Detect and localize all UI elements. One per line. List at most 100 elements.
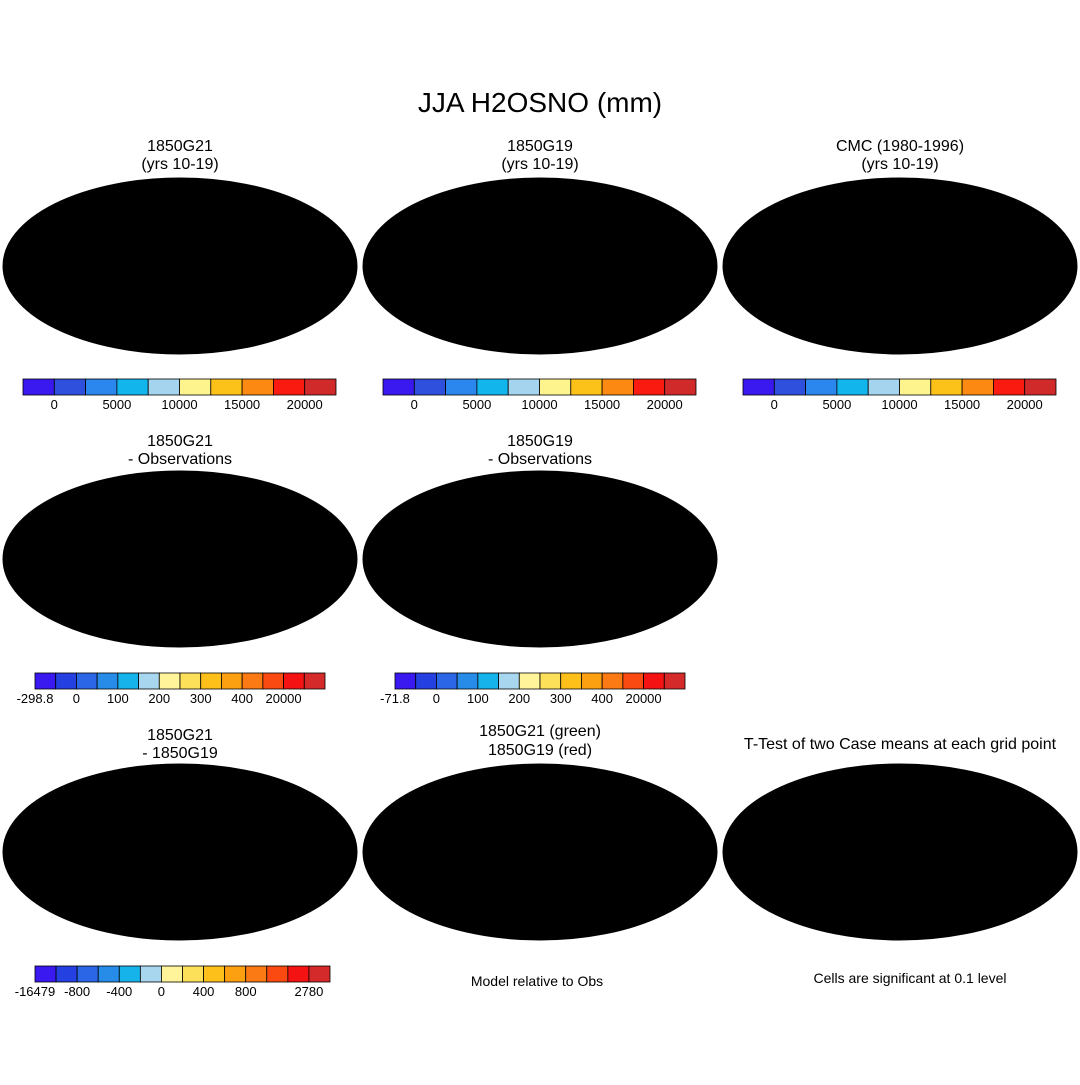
coastline — [377, 482, 712, 647]
colorbar-tick-label: 0 — [158, 984, 165, 999]
colorbar-tick-label: 300 — [550, 691, 572, 706]
colorbar-tick-label: 100 — [467, 691, 489, 706]
panel-1850G19-title-line2: (yrs 10-19) — [501, 156, 578, 173]
colorbar-swatch — [179, 672, 202, 690]
colorbar-swatch — [262, 672, 284, 690]
colorbar-swatch — [601, 672, 624, 690]
colorbar-swatch — [118, 965, 141, 983]
colorbar-swatch — [116, 378, 149, 396]
colorbar-swatch — [224, 965, 247, 983]
colorbar-swatch — [570, 378, 603, 396]
colorbar-swatch — [961, 378, 994, 396]
colorbar-tick-label: 20000 — [1007, 397, 1043, 412]
colorbar-swatch — [55, 965, 78, 983]
coastline — [17, 189, 352, 354]
map-border — [362, 763, 718, 941]
panel-1850G21-minus-1850G19: 1850G21 - 1850G19 -16479 -800 -400 0 400 800 2… — [2, 727, 358, 999]
colorbar-swatch — [179, 378, 212, 396]
panel-ttest-caption: Cells are significant at 0.1 level — [814, 970, 1007, 986]
colorbar-tick-label: 0 — [411, 397, 418, 412]
colorbar-swatch — [161, 965, 183, 983]
panel-1850G21-obs-title-line1: 1850G21 — [147, 433, 213, 450]
colorbar-swatch — [139, 965, 162, 983]
panel-1850G21-title-line1: 1850G21 — [147, 138, 213, 155]
map-border — [722, 763, 1078, 941]
colorbar-swatch — [413, 378, 446, 396]
colorbar-tick-label: -298.8 — [17, 691, 54, 706]
colorbar-swatch — [117, 672, 139, 690]
colorbar-swatch — [415, 672, 437, 690]
colorbar-swatch — [34, 672, 57, 690]
colorbar-swatch — [34, 965, 57, 983]
colorbar-1850G19-minus-obs: -71.8 0 100 200 300 400 20000 — [380, 672, 686, 706]
colorbar-swatch — [85, 378, 118, 396]
panel-1850G21-minus-obs: 1850G21 - Observations -298.8 0 100 200 300 4… — [2, 433, 358, 706]
coastline — [737, 775, 1072, 940]
colorbar-tick-label: 400 — [193, 984, 215, 999]
colorbar-swatch — [394, 672, 417, 690]
colorbar-swatch — [622, 672, 644, 690]
colorbar-swatch — [245, 965, 268, 983]
colorbar-swatch — [899, 378, 932, 396]
colorbar-swatch — [539, 378, 572, 396]
colorbar-swatch — [507, 378, 540, 396]
colorbar-swatch — [272, 378, 306, 396]
colorbar-swatch — [930, 378, 963, 396]
colorbar-tick-label: 400 — [231, 691, 253, 706]
colorbar-tick-label: 15000 — [944, 397, 980, 412]
panel-cmc-title-line1: CMC (1980-1996) — [836, 138, 964, 155]
significant-cell — [1021, 785, 1026, 788]
colorbar-swatch — [1024, 378, 1057, 396]
colorbar-swatch — [867, 378, 900, 396]
colorbar-swatch — [200, 672, 222, 690]
colorbar-swatch — [993, 378, 1026, 396]
colorbar-swatch — [664, 378, 697, 396]
colorbar-swatch — [241, 378, 274, 396]
colorbar-tick-label: 20000 — [625, 691, 661, 706]
colorbar-swatch — [158, 672, 181, 690]
colorbar-1850G21-minus-1850G19: -16479 -800 -400 0 400 800 2780 — [15, 965, 331, 999]
colorbar-swatch — [445, 378, 478, 396]
colorbar-tick-label: -400 — [106, 984, 132, 999]
colorbar-swatch — [663, 672, 686, 690]
colorbar-swatch — [304, 378, 337, 396]
colorbar-swatch — [266, 965, 289, 983]
colorbar-swatch — [476, 378, 509, 396]
panel-1850G21-title-line2: (yrs 10-19) — [141, 156, 218, 173]
colorbar-swatch — [436, 672, 458, 690]
map-border — [362, 177, 718, 355]
panel-ttest: T-Test of two Case means at each grid po… — [722, 736, 1078, 986]
coastline — [17, 482, 352, 647]
panel-contour-comparison: 1850G21 (green) 1850G19 (red) Model rela… — [362, 723, 718, 989]
map-1850G21-minus-obs — [2, 470, 358, 648]
colorbar-tick-label: 20000 — [647, 397, 683, 412]
panel-model-diff-title-line1: 1850G21 — [147, 727, 213, 744]
colorbar-tick-label: 15000 — [224, 397, 260, 412]
map-border — [362, 470, 718, 648]
colorbar-tick-label: -71.8 — [380, 691, 410, 706]
map-border — [2, 177, 358, 355]
colorbar-swatch — [518, 672, 541, 690]
colorbar-swatch — [805, 378, 838, 396]
colorbar-swatch — [633, 378, 666, 396]
colorbar-swatch — [560, 672, 582, 690]
colorbar-swatch — [22, 378, 55, 396]
panel-ttest-title: T-Test of two Case means at each grid po… — [744, 736, 1057, 753]
colorbar-tick-label: 200 — [508, 691, 530, 706]
panel-contour-title-line2: 1850G19 (red) — [488, 742, 592, 759]
colorbar-swatch — [210, 378, 243, 396]
map-contour-comparison — [362, 763, 718, 941]
panel-1850G19: 1850G19 (yrs 10-19) 0 5000 10000 15000 20000 — [362, 138, 718, 412]
colorbar-swatch — [182, 965, 204, 983]
colorbar-swatch — [76, 965, 99, 983]
colorbar-tick-label: 300 — [190, 691, 212, 706]
colorbar-swatch — [742, 378, 775, 396]
colorbar-tick-label: 20000 — [287, 397, 323, 412]
panel-1850G19-obs-title-line1: 1850G19 — [507, 433, 573, 450]
coastline — [377, 189, 712, 354]
panel-1850G21: 1850G21 (yrs 10-19) 0 5000 10000 15000 20000 — [2, 138, 358, 412]
colorbar-tick-label: 100 — [107, 691, 129, 706]
colorbar-swatch — [241, 672, 264, 690]
colorbar-tick-label: 5000 — [102, 397, 131, 412]
